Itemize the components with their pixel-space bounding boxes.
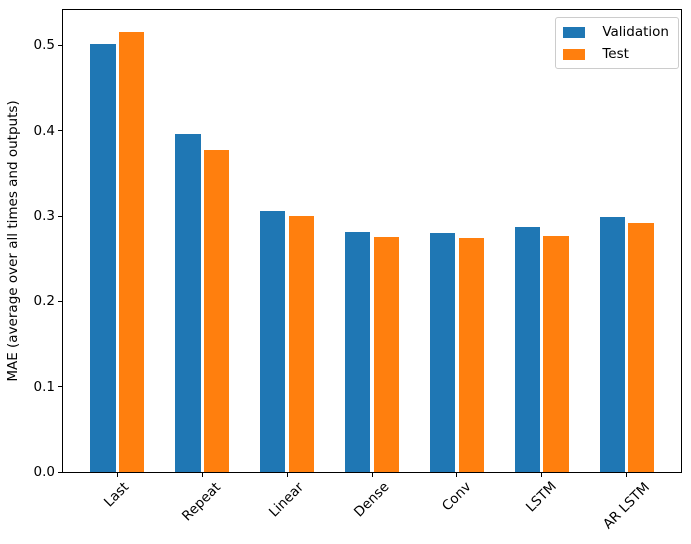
bar-validation-lstm	[514, 227, 541, 472]
x-tick-mark	[626, 473, 628, 477]
x-tick-label-linear: Linear	[266, 479, 308, 521]
bar-test-ar-lstm	[628, 222, 654, 472]
y-tick-label-0.1: 0.1	[33, 378, 55, 395]
y-tick-label-0.3: 0.3	[33, 208, 55, 225]
y-tick-label-0.4: 0.4	[33, 122, 55, 139]
y-tick-mark	[58, 44, 62, 46]
x-tick-mark	[286, 473, 288, 477]
bar-test-linear	[288, 216, 315, 472]
bar-validation-repeat	[175, 134, 201, 472]
bar-test-conv	[458, 238, 485, 472]
x-tick-label-conv: Conv	[438, 478, 475, 515]
x-tick-mark	[456, 473, 458, 477]
y-tick-label-0.0: 0.0	[33, 464, 55, 480]
bar-test-repeat	[203, 150, 230, 472]
bar-test-last	[119, 32, 145, 472]
legend-swatch-validation	[563, 26, 586, 38]
y-tick-mark	[58, 386, 62, 388]
x-tick-label-lstm: LSTM	[523, 478, 560, 516]
y-tick-mark	[58, 130, 62, 132]
legend-swatch-test	[563, 48, 586, 60]
y-axis-label: MAE (average over all times and outputs)	[5, 100, 21, 382]
x-tick-label-ar-lstm: AR LSTM	[599, 479, 653, 533]
y-tick-label-0.5: 0.5	[33, 37, 55, 54]
x-tick-mark	[116, 473, 118, 477]
bar-test-dense	[373, 236, 400, 472]
legend: Validation Test	[555, 17, 679, 69]
bar-validation-conv	[429, 232, 456, 472]
bar-validation-linear	[259, 210, 286, 472]
legend-label-validation: Validation	[602, 24, 669, 40]
plot-area: Validation Test	[62, 9, 682, 473]
legend-entry-validation: Validation	[563, 24, 669, 40]
x-tick-mark	[541, 473, 543, 477]
y-tick-mark	[58, 215, 62, 217]
bar-validation-ar-lstm	[599, 217, 625, 472]
y-tick-mark	[58, 300, 62, 302]
x-tick-mark	[201, 473, 203, 477]
legend-label-test: Test	[602, 46, 629, 62]
x-tick-label-last: Last	[101, 478, 133, 511]
bar-validation-last	[90, 44, 116, 472]
bar-validation-dense	[344, 232, 371, 472]
y-tick-label-0.2: 0.2	[33, 293, 55, 310]
legend-entry-test: Test	[563, 46, 669, 62]
x-tick-label-repeat: Repeat	[179, 479, 225, 525]
y-tick-mark	[58, 471, 62, 473]
bar-test-lstm	[543, 235, 569, 472]
bars-layer	[63, 10, 681, 472]
x-tick-label-dense: Dense	[350, 479, 393, 521]
x-tick-mark	[371, 473, 373, 477]
